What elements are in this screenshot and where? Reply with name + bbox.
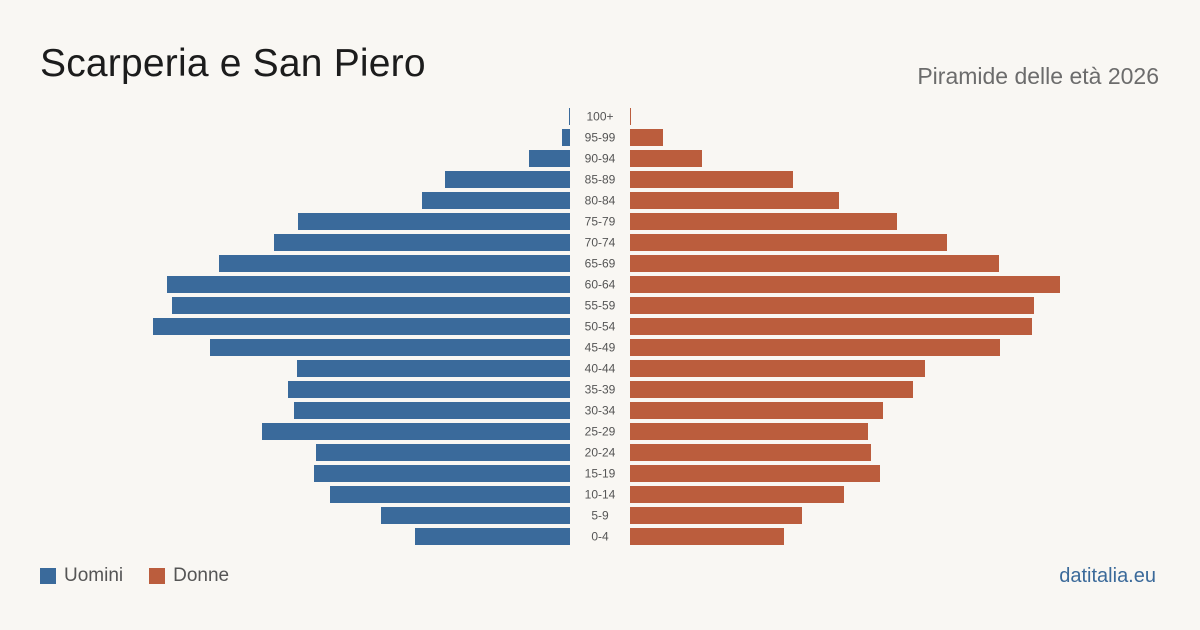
age-label-5-9: 5-9 [591, 509, 609, 523]
bar-women-40-44 [630, 360, 925, 377]
age-label-55-59: 55-59 [585, 299, 616, 313]
age-label-25-29: 25-29 [585, 425, 616, 439]
bar-men-55-59 [172, 297, 570, 314]
bar-men-20-24 [316, 444, 570, 461]
age-label-15-19: 15-19 [585, 467, 616, 481]
bar-women-0-4 [630, 528, 784, 545]
bar-men-5-9 [381, 507, 570, 524]
bar-women-75-79 [630, 213, 897, 230]
bar-women-65-69 [630, 255, 999, 272]
age-label-35-39: 35-39 [585, 383, 616, 397]
legend-label-men: Uomini [64, 565, 124, 586]
bar-women-90-94 [630, 150, 702, 167]
bar-women-100+ [630, 108, 631, 125]
age-label-30-34: 30-34 [585, 404, 616, 418]
bar-women-60-64 [630, 276, 1060, 293]
bar-men-65-69 [219, 255, 570, 272]
bar-men-25-29 [262, 423, 570, 440]
legend: Uomini Donne [40, 565, 255, 587]
bar-women-10-14 [630, 486, 844, 503]
bar-men-75-79 [298, 213, 570, 230]
age-label-20-24: 20-24 [585, 446, 616, 460]
bar-women-95-99 [630, 129, 663, 146]
bar-men-85-89 [445, 171, 570, 188]
age-label-0-4: 0-4 [591, 530, 609, 544]
bar-women-5-9 [630, 507, 802, 524]
age-label-65-69: 65-69 [585, 257, 616, 271]
bar-men-10-14 [330, 486, 570, 503]
bar-men-45-49 [210, 339, 570, 356]
age-label-90-94: 90-94 [585, 152, 616, 166]
legend-item-women: Donne [149, 565, 229, 587]
bar-men-60-64 [167, 276, 570, 293]
brand-link[interactable]: datitalia.eu [1059, 565, 1156, 587]
bar-men-50-54 [153, 318, 570, 335]
age-label-40-44: 40-44 [585, 362, 616, 376]
chart-subtitle: Piramide delle età 2026 [917, 63, 1159, 89]
legend-item-men: Uomini [40, 565, 123, 587]
bar-women-80-84 [630, 192, 839, 209]
bar-men-95-99 [562, 129, 570, 146]
age-label-95-99: 95-99 [585, 131, 616, 145]
age-label-10-14: 10-14 [585, 488, 616, 502]
bar-men-70-74 [274, 234, 570, 251]
age-label-100+: 100+ [586, 110, 613, 124]
bar-women-25-29 [630, 423, 868, 440]
age-label-50-54: 50-54 [585, 320, 616, 334]
legend-label-women: Donne [173, 565, 230, 586]
bar-men-15-19 [314, 465, 570, 482]
bar-women-85-89 [630, 171, 793, 188]
bar-men-0-4 [415, 528, 570, 545]
age-label-60-64: 60-64 [585, 278, 616, 292]
chart-title: Scarperia e San Piero [40, 42, 426, 85]
age-label-80-84: 80-84 [585, 194, 616, 208]
bar-men-90-94 [529, 150, 570, 167]
age-label-85-89: 85-89 [585, 173, 616, 187]
bar-women-50-54 [630, 318, 1032, 335]
bar-men-100+ [569, 108, 570, 125]
age-label-75-79: 75-79 [585, 215, 616, 229]
bar-men-35-39 [288, 381, 570, 398]
bar-women-15-19 [630, 465, 880, 482]
bar-women-20-24 [630, 444, 871, 461]
bar-women-30-34 [630, 402, 883, 419]
bar-women-45-49 [630, 339, 1000, 356]
bar-women-55-59 [630, 297, 1034, 314]
legend-swatch-men [40, 568, 56, 584]
legend-swatch-women [149, 568, 166, 584]
bar-men-30-34 [294, 402, 570, 419]
age-label-45-49: 45-49 [585, 341, 616, 355]
bar-men-80-84 [422, 192, 570, 209]
bar-men-40-44 [297, 360, 570, 377]
bar-women-35-39 [630, 381, 913, 398]
bar-women-70-74 [630, 234, 947, 251]
age-label-70-74: 70-74 [585, 236, 616, 250]
